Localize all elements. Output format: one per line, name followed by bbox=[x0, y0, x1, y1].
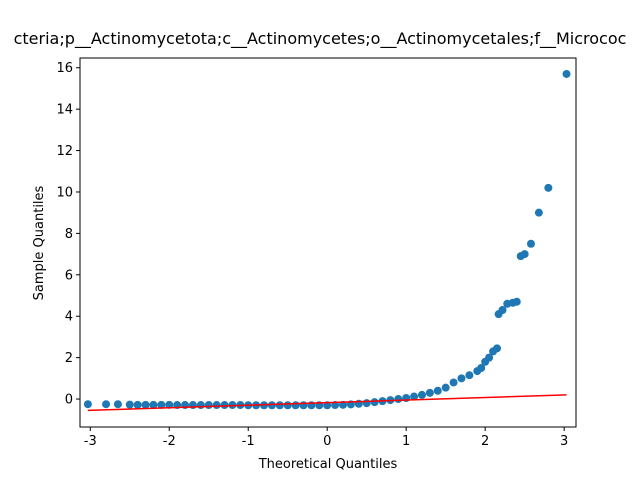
point bbox=[441, 383, 450, 392]
point bbox=[212, 401, 221, 410]
point bbox=[125, 400, 134, 409]
x-tick-label: 2 bbox=[481, 434, 489, 449]
point bbox=[477, 363, 486, 372]
point bbox=[102, 400, 111, 409]
point bbox=[291, 401, 300, 410]
point bbox=[83, 400, 92, 409]
point bbox=[133, 400, 142, 409]
y-tick-label: 4 bbox=[65, 310, 73, 325]
point bbox=[196, 401, 205, 410]
y-tick-label: 0 bbox=[65, 393, 73, 408]
point bbox=[204, 401, 213, 410]
point bbox=[425, 388, 434, 397]
point bbox=[410, 392, 419, 401]
point bbox=[141, 400, 150, 409]
point bbox=[465, 371, 474, 380]
reference-line bbox=[87, 394, 567, 412]
point bbox=[544, 183, 553, 192]
point bbox=[562, 69, 571, 78]
point bbox=[534, 208, 543, 217]
point bbox=[157, 400, 166, 409]
point bbox=[283, 401, 292, 410]
x-tick-label: 3 bbox=[560, 434, 568, 449]
x-tick-label: 0 bbox=[323, 434, 331, 449]
point bbox=[362, 399, 371, 408]
y-tick-label: 6 bbox=[65, 268, 73, 283]
y-tick-label: 12 bbox=[56, 144, 73, 159]
point bbox=[457, 374, 466, 383]
point bbox=[485, 353, 494, 362]
x-tick-label: -2 bbox=[163, 434, 176, 449]
point bbox=[433, 386, 442, 395]
point bbox=[520, 250, 529, 259]
point bbox=[394, 395, 403, 404]
point bbox=[512, 297, 521, 306]
y-tick-label: 10 bbox=[56, 185, 73, 200]
y-tick-label: 2 bbox=[65, 351, 73, 366]
x-tick-label: -3 bbox=[84, 434, 97, 449]
point bbox=[275, 401, 284, 410]
point bbox=[113, 400, 122, 409]
point bbox=[267, 401, 276, 410]
y-tick-label: 14 bbox=[56, 103, 73, 118]
x-tick-label: 1 bbox=[402, 434, 410, 449]
point bbox=[498, 306, 507, 315]
point bbox=[526, 239, 535, 248]
point bbox=[493, 344, 502, 353]
point bbox=[299, 401, 308, 410]
y-tick-label: 16 bbox=[56, 61, 73, 76]
y-tick-label: 8 bbox=[65, 227, 73, 242]
point bbox=[417, 390, 426, 399]
x-axis-label: Theoretical Quantiles bbox=[258, 457, 398, 472]
point bbox=[165, 400, 174, 409]
point bbox=[449, 378, 458, 387]
chart-title: cteria;p__Actinomycetota;c__Actinomycete… bbox=[14, 29, 627, 49]
x-tick-label: -1 bbox=[242, 434, 255, 449]
point bbox=[149, 400, 158, 409]
plot-frame bbox=[79, 57, 577, 428]
y-axis-label: Sample Quantiles bbox=[32, 185, 47, 300]
point bbox=[370, 398, 379, 407]
point bbox=[220, 401, 229, 410]
